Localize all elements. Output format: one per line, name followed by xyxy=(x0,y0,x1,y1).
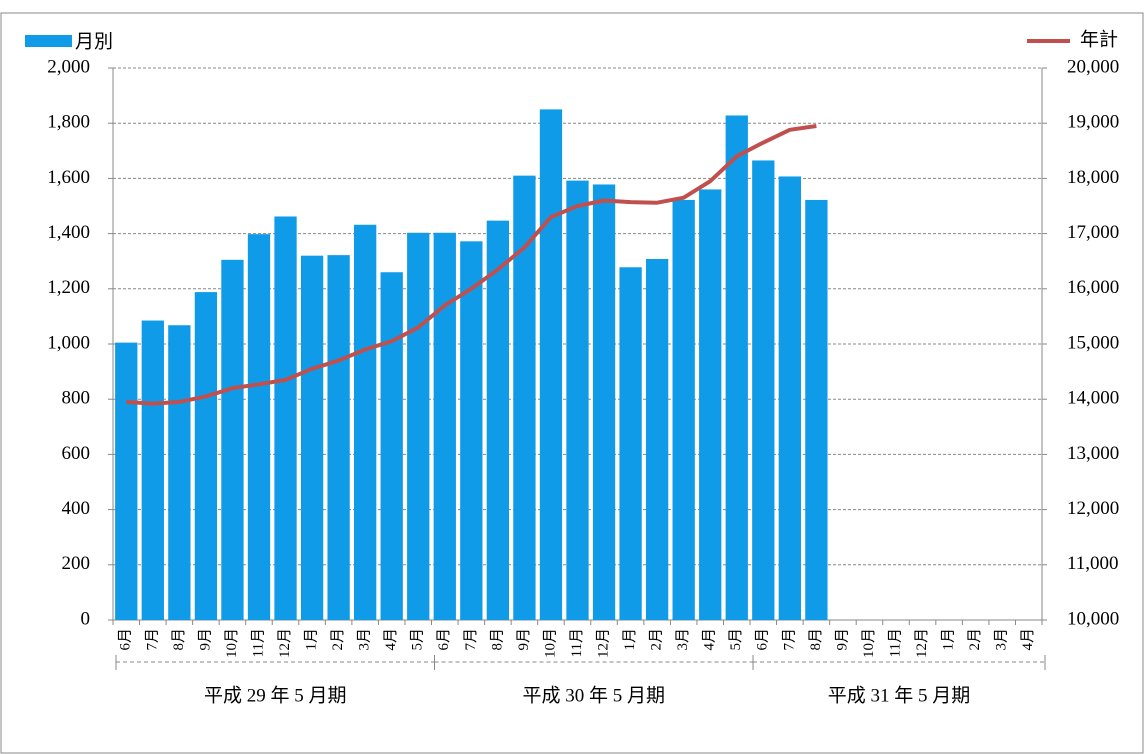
group-label: 平成 30 年 5 月期 xyxy=(523,684,666,706)
bar xyxy=(672,199,695,621)
y2-tick-label: 10,000 xyxy=(1067,608,1119,629)
x-tick-label: 8月 xyxy=(171,628,187,651)
x-tick-label: 9月 xyxy=(516,628,532,651)
x-tick-label: 1月 xyxy=(622,628,638,651)
x-tick-label: 3月 xyxy=(357,628,373,651)
x-tick-label: 8月 xyxy=(808,628,824,651)
x-tick-label: 4月 xyxy=(1020,628,1036,651)
bar xyxy=(247,234,271,621)
bar xyxy=(566,180,589,620)
x-tick-label: 6月 xyxy=(118,628,134,651)
x-tick-label: 3月 xyxy=(675,628,691,651)
y2-tick-label: 17,000 xyxy=(1067,222,1119,243)
x-tick-label: 2月 xyxy=(649,628,665,651)
bar xyxy=(194,292,218,620)
x-tick-label: 4月 xyxy=(702,628,718,651)
bar xyxy=(645,258,669,620)
x-tick-label: 8月 xyxy=(489,628,505,651)
y2-tick-label: 16,000 xyxy=(1067,277,1119,298)
x-tick-label: 6月 xyxy=(436,628,452,651)
bar xyxy=(805,199,828,621)
y-tick-label: 1,400 xyxy=(47,222,90,243)
x-tick-label: 1月 xyxy=(304,628,320,651)
y-tick-label: 1,000 xyxy=(47,332,90,353)
x-tick-label: 1月 xyxy=(941,628,957,651)
x-tick-label: 2月 xyxy=(330,628,346,651)
x-tick-label: 10月 xyxy=(224,628,240,658)
legend-label: 年計 xyxy=(1080,29,1118,51)
x-tick-label: 11月 xyxy=(250,628,266,657)
x-tick-label: 10月 xyxy=(542,628,558,658)
bar xyxy=(327,255,350,621)
x-tick-label: 2月 xyxy=(967,628,983,651)
x-tick-label: 9月 xyxy=(197,628,213,651)
bar xyxy=(354,224,377,620)
group-label: 平成 29 年 5 月期 xyxy=(204,684,347,706)
x-tick-label: 11月 xyxy=(887,628,903,657)
bar xyxy=(380,272,403,620)
y-tick-label: 600 xyxy=(62,443,91,464)
group-label: 平成 31 年 5 月期 xyxy=(828,684,971,706)
y2-tick-label: 18,000 xyxy=(1067,167,1119,188)
y-tick-label: 800 xyxy=(62,388,91,409)
bar xyxy=(168,325,191,620)
y2-tick-label: 11,000 xyxy=(1067,553,1119,574)
y2-tick-label: 15,000 xyxy=(1067,332,1119,353)
x-tick-label: 6月 xyxy=(755,628,771,651)
bar xyxy=(407,232,430,620)
bar xyxy=(460,241,483,620)
bar xyxy=(752,160,775,620)
legend-swatch xyxy=(25,35,72,47)
y-tick-label: 0 xyxy=(81,608,91,629)
y2-tick-label: 20,000 xyxy=(1067,56,1119,77)
x-tick-label: 3月 xyxy=(994,628,1010,651)
bar xyxy=(513,175,536,620)
bar xyxy=(699,189,722,620)
line xyxy=(126,123,817,406)
y-tick-label: 1,600 xyxy=(47,167,90,188)
bar xyxy=(725,115,748,621)
x-tick-label: 7月 xyxy=(144,628,160,651)
bar xyxy=(778,176,801,620)
y-tick-label: 400 xyxy=(62,498,91,519)
x-tick-label: 5月 xyxy=(728,628,744,651)
bar xyxy=(619,267,642,620)
y2-tick-label: 12,000 xyxy=(1067,498,1119,519)
x-tick-label: 4月 xyxy=(383,628,399,651)
bar xyxy=(141,320,164,620)
chart-border xyxy=(0,12,1144,754)
x-tick-label: 12月 xyxy=(595,628,611,658)
bar xyxy=(486,220,510,621)
y-tick-label: 1,200 xyxy=(47,277,90,298)
y-tick-label: 1,800 xyxy=(47,112,90,133)
bar xyxy=(221,259,244,620)
bar xyxy=(274,216,297,620)
bar xyxy=(539,109,563,621)
x-tick-label: 10月 xyxy=(861,628,877,658)
y2-tick-label: 19,000 xyxy=(1067,112,1119,133)
y-tick-label: 200 xyxy=(62,553,91,574)
x-tick-label: 9月 xyxy=(834,628,850,651)
x-tick-label: 7月 xyxy=(781,628,797,651)
bar xyxy=(300,255,324,620)
x-tick-label: 12月 xyxy=(277,628,293,658)
x-tick-label: 12月 xyxy=(914,628,930,658)
x-tick-label: 11月 xyxy=(569,628,585,657)
legend-label: 月別 xyxy=(75,31,113,53)
y2-tick-label: 13,000 xyxy=(1067,443,1119,464)
x-tick-label: 7月 xyxy=(463,628,479,651)
bar xyxy=(115,342,138,620)
x-tick-label: 5月 xyxy=(410,628,426,651)
y2-tick-label: 14,000 xyxy=(1067,388,1119,409)
y-tick-label: 2,000 xyxy=(47,56,90,77)
bar xyxy=(433,232,456,620)
bar xyxy=(592,184,616,621)
